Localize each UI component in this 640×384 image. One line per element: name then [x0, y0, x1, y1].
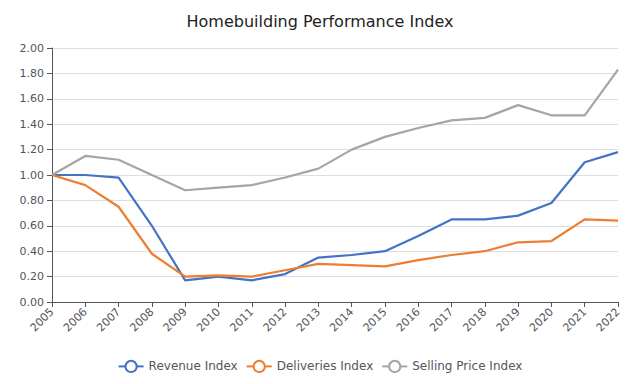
- svg-text:2017: 2017: [427, 305, 456, 334]
- svg-text:1.00: 1.00: [20, 169, 45, 182]
- svg-text:2007: 2007: [94, 305, 123, 334]
- svg-text:0.00: 0.00: [20, 296, 45, 309]
- svg-text:Revenue Index: Revenue Index: [149, 359, 238, 373]
- svg-text:1.80: 1.80: [20, 67, 45, 80]
- svg-text:0.80: 0.80: [20, 194, 45, 207]
- svg-text:2018: 2018: [460, 305, 489, 334]
- svg-text:2008: 2008: [128, 305, 157, 334]
- svg-text:0.20: 0.20: [20, 270, 45, 283]
- svg-text:2012: 2012: [261, 305, 290, 334]
- svg-text:2009: 2009: [161, 305, 190, 334]
- svg-text:2006: 2006: [61, 305, 90, 334]
- svg-text:2015: 2015: [361, 305, 390, 334]
- svg-text:2010: 2010: [194, 305, 223, 334]
- svg-text:0.40: 0.40: [20, 245, 45, 258]
- svg-text:Selling Price Index: Selling Price Index: [412, 359, 522, 373]
- svg-text:1.40: 1.40: [20, 118, 45, 131]
- svg-text:2014: 2014: [327, 305, 356, 334]
- svg-text:2021: 2021: [560, 305, 589, 334]
- svg-text:2019: 2019: [494, 305, 523, 334]
- svg-text:2016: 2016: [394, 305, 423, 334]
- svg-text:1.60: 1.60: [20, 92, 45, 105]
- svg-text:2013: 2013: [294, 305, 323, 334]
- svg-text:2.00: 2.00: [20, 42, 45, 55]
- svg-text:2020: 2020: [527, 305, 556, 334]
- svg-text:2005: 2005: [28, 305, 57, 334]
- svg-text:2011: 2011: [227, 305, 256, 334]
- svg-text:Deliveries Index: Deliveries Index: [277, 359, 374, 373]
- svg-text:1.20: 1.20: [20, 143, 45, 156]
- svg-text:0.60: 0.60: [20, 219, 45, 232]
- svg-text:Homebuilding Performance Index: Homebuilding Performance Index: [187, 12, 454, 31]
- svg-text:2022: 2022: [594, 305, 623, 334]
